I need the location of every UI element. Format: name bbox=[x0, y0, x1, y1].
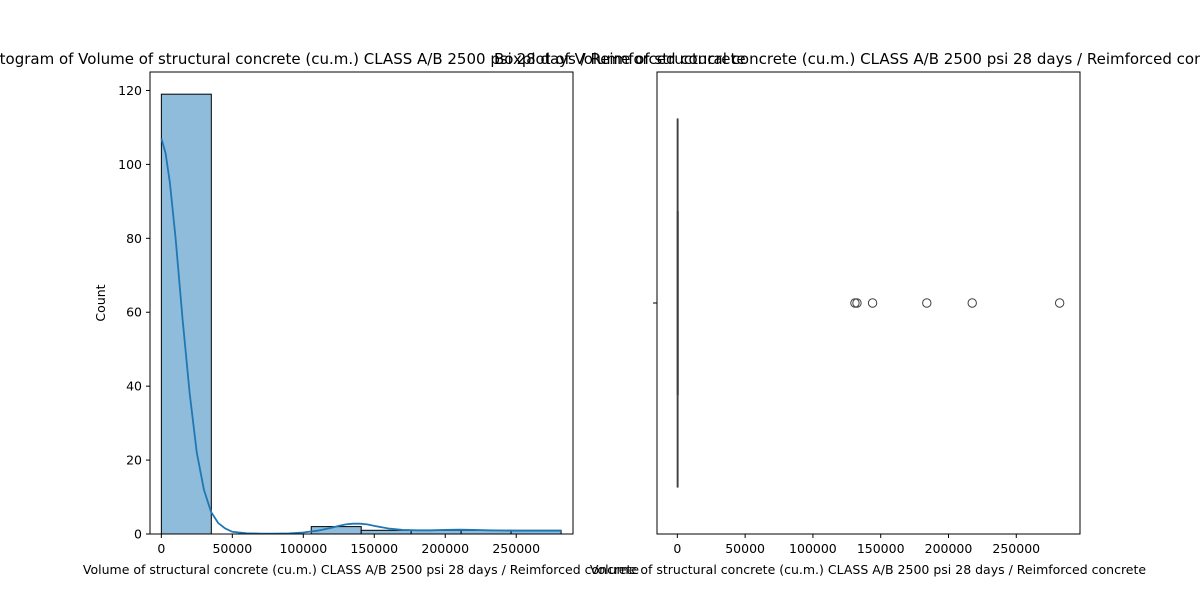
x-tick-label: 150000 bbox=[857, 541, 905, 556]
x-tick-label: 100000 bbox=[789, 541, 837, 556]
y-tick-label: 100 bbox=[118, 157, 142, 172]
boxplot-panel: 0 50000 100000 150000 200000 250000 Boxplot o… bbox=[494, 50, 1200, 577]
outlier-point bbox=[967, 298, 977, 308]
histogram-axes-frame bbox=[149, 71, 574, 535]
y-tick-label: 0 bbox=[134, 527, 142, 542]
y-tick-label: 20 bbox=[126, 453, 142, 468]
histogram-bar bbox=[360, 529, 412, 535]
y-tick-label: 120 bbox=[118, 83, 142, 98]
x-tick-label: 0 bbox=[673, 541, 681, 556]
y-tick-label: 60 bbox=[126, 305, 142, 320]
x-tick-label: 0 bbox=[157, 541, 165, 556]
boxplot-x-label: Volume of structural concrete (cu.m.) CL… bbox=[590, 562, 1147, 577]
x-tick-label: 50000 bbox=[212, 541, 252, 556]
histogram-x-label: Volume of structural concrete (cu.m.) CL… bbox=[83, 562, 640, 577]
outlier-point bbox=[922, 298, 932, 308]
x-tick-label: 250000 bbox=[492, 541, 540, 556]
x-tick-label: 250000 bbox=[992, 541, 1040, 556]
x-tick-label: 200000 bbox=[925, 541, 973, 556]
kde-curve bbox=[160, 138, 562, 535]
outlier-point bbox=[867, 298, 878, 308]
boxplot-x-ticks: 0 50000 100000 150000 200000 250000 bbox=[673, 534, 1040, 556]
y-tick-label: 80 bbox=[126, 231, 142, 246]
histogram-x-ticks: 0 50000 100000 150000 200000 250000 bbox=[157, 534, 540, 556]
histogram-bars bbox=[160, 93, 562, 535]
outlier-point bbox=[1054, 298, 1065, 308]
y-tick-label: 40 bbox=[126, 379, 142, 394]
histogram-y-label: Count bbox=[93, 284, 108, 321]
outlier-point bbox=[852, 298, 862, 308]
histogram-title: Histogram of Volume of structural concre… bbox=[0, 50, 746, 68]
histogram-bar bbox=[160, 93, 212, 535]
x-tick-label: 50000 bbox=[725, 541, 765, 556]
histogram-panel: 0 50000 100000 150000 200000 250000 0 20 40 60 80… bbox=[0, 50, 746, 577]
boxplot-outliers bbox=[850, 298, 1065, 308]
boxplot-title: Boxplot of Volume of structural concrete… bbox=[494, 50, 1200, 68]
x-tick-label: 100000 bbox=[279, 541, 327, 556]
x-tick-label: 200000 bbox=[421, 541, 469, 556]
histogram-y-ticks: 0 20 40 60 80 100 120 bbox=[118, 83, 150, 542]
x-tick-label: 150000 bbox=[350, 541, 398, 556]
boxplot-box bbox=[676, 118, 679, 488]
